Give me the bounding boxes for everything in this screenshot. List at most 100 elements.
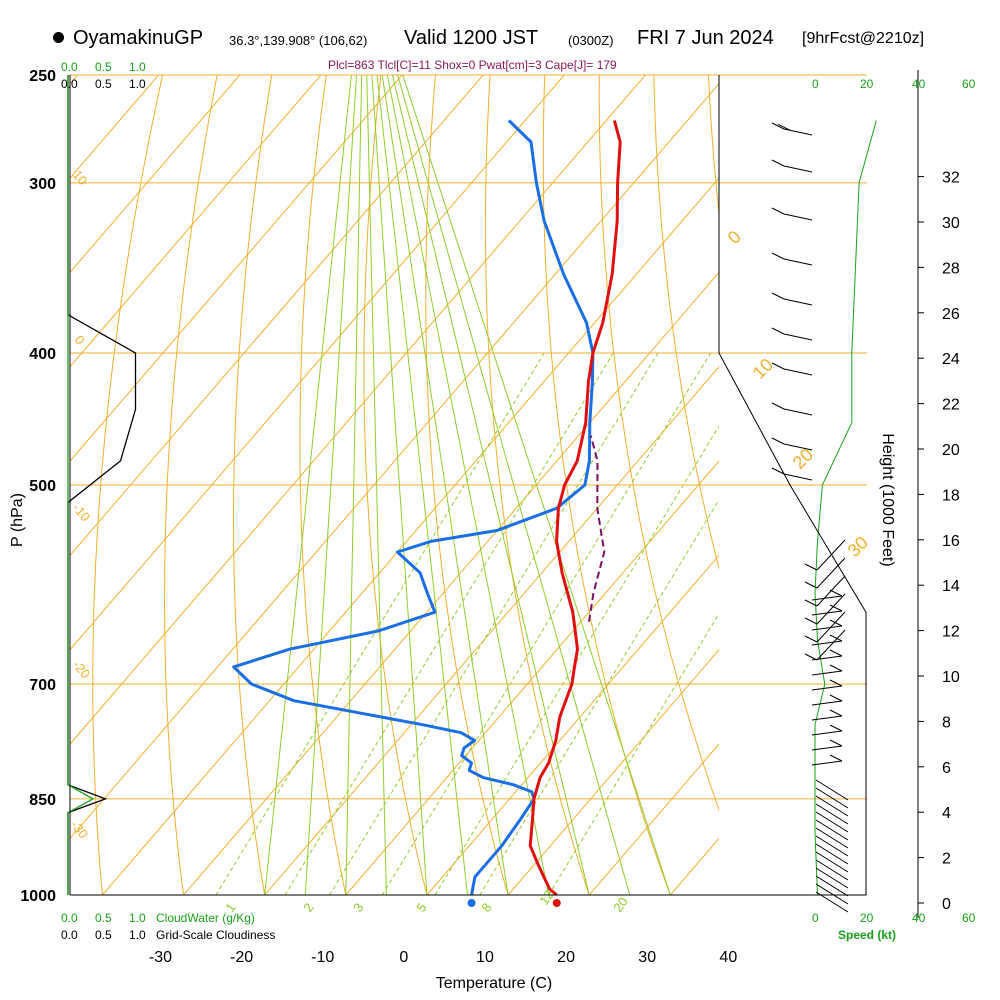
station-coords: 36.3°,139.908° (106,62) xyxy=(229,33,368,48)
bottom-cloudwater-label: CloudWater (g/Kg) xyxy=(156,911,255,925)
height-tick-label: 24 xyxy=(942,351,960,368)
wind-barb-staff xyxy=(783,258,813,266)
dry-adiabat-line xyxy=(163,75,218,895)
isotherm-label: 0 xyxy=(724,227,745,248)
x-axis-label: Temperature (C) xyxy=(436,975,552,992)
top-cloudiness-0: 0.0 xyxy=(61,77,78,91)
thermo-grid xyxy=(70,75,1000,895)
wind-barb-staff xyxy=(811,670,843,676)
height-tick-label: 10 xyxy=(942,669,960,686)
valid-time: Valid 1200 JST xyxy=(404,27,539,49)
wind-barb-flag xyxy=(771,207,785,215)
forecast-date: FRI 7 Jun 2024 xyxy=(637,27,774,49)
stability-params: Plcl=863 Tlcl[C]=11 Shox=0 Pwat[cm]=3 Ca… xyxy=(328,58,617,72)
wind-barb-staff xyxy=(815,851,849,873)
forecast-label: [9hrFcst@2210z] xyxy=(802,30,925,47)
wind-barb-flag xyxy=(771,327,785,335)
dry-adiabat-line xyxy=(927,75,1000,895)
wind-barb-staff xyxy=(815,875,849,897)
moist-adiabat-line xyxy=(264,75,352,895)
temperature-tick-label: -10 xyxy=(311,949,334,966)
temperature-tick-label: 10 xyxy=(476,949,494,966)
dry-adiabat-line xyxy=(982,75,1000,895)
dry-adiabat-line xyxy=(485,75,590,895)
moist-adiabat-line xyxy=(366,75,387,895)
temperature-line xyxy=(528,120,622,897)
surface-dewpoint-point xyxy=(467,899,476,907)
wind-barb-flag xyxy=(771,402,785,410)
dry-adiabat-line xyxy=(425,75,509,895)
mixing-ratio-label: 8 xyxy=(478,900,494,915)
pressure-tick-label: 250 xyxy=(29,68,56,85)
top-speed-0: 0 xyxy=(812,77,819,91)
mixing-ratio-line xyxy=(548,612,719,895)
height-tick-label: 28 xyxy=(942,260,960,277)
pressure-tick-label: 300 xyxy=(29,176,56,193)
mixing-ratio-line xyxy=(215,352,545,895)
mixing-ratio-label: 5 xyxy=(413,900,429,915)
isotherm-line xyxy=(70,75,403,462)
dry-adiabat-line xyxy=(92,75,164,895)
top-speed-40: 40 xyxy=(912,77,926,91)
pressure-tick-label: 400 xyxy=(29,346,56,363)
wind-barb-staff xyxy=(811,715,843,721)
height-tick-label: 2 xyxy=(942,851,951,868)
moist-adiabat-line xyxy=(304,75,357,895)
wind-barb-staff xyxy=(815,803,849,825)
wind-barb-flag xyxy=(804,653,818,661)
top-speed-20: 20 xyxy=(860,77,874,91)
height-tick-label: 26 xyxy=(942,306,960,323)
wind-barb-flag xyxy=(829,694,843,702)
wind-barb-flag xyxy=(771,467,785,475)
mixing-ratio-line xyxy=(329,352,659,895)
dry-adiabat-line xyxy=(653,75,719,571)
mixing-ratio-line xyxy=(284,352,614,895)
wind-barb-staff xyxy=(816,557,846,589)
isotherm-line xyxy=(588,743,719,895)
bottom-cloudiness-label: Grid-Scale Cloudiness xyxy=(156,928,276,942)
bottom-cloudiness-05: 0.5 xyxy=(95,928,112,942)
wind-barb-flag xyxy=(771,292,785,300)
wind-barb-staff xyxy=(811,610,843,616)
height-tick-label: 18 xyxy=(942,487,960,504)
wind-barb-staff xyxy=(783,213,813,221)
wind-barb-staff xyxy=(811,625,843,631)
height-tick-label: 22 xyxy=(942,397,960,414)
wind-speed-line xyxy=(814,120,877,896)
wind-barb-staff xyxy=(783,368,813,376)
wind-barb-flag xyxy=(804,599,818,607)
wind-barb-staff xyxy=(811,595,843,601)
bottom-cloudiness-1: 1.0 xyxy=(129,928,146,942)
wind-barb-flag xyxy=(771,362,785,370)
bottom-cloudwater-05: 0.5 xyxy=(95,911,112,925)
isotherm-line xyxy=(426,554,719,895)
wind-barb-flag xyxy=(829,619,843,627)
wind-barb-flag xyxy=(829,739,843,747)
wind-barb-flag xyxy=(829,724,843,732)
height-tick-label: 0 xyxy=(942,896,951,913)
valid-utc: (0300Z) xyxy=(568,33,614,48)
wind-barb-staff xyxy=(811,640,843,646)
top-cloudiness-05: 0.5 xyxy=(95,77,112,91)
moist-adiabat-line xyxy=(345,75,363,895)
dry-adiabat-line xyxy=(598,75,719,812)
wind-barb-staff xyxy=(783,165,813,173)
pressure-tick-label: 850 xyxy=(29,792,56,809)
parcel-line xyxy=(588,435,606,622)
speed-axis-label: Speed (kt) xyxy=(838,928,897,942)
height-tick-label: 16 xyxy=(942,533,960,550)
wind-barb-staff xyxy=(811,745,843,751)
height-tick-label: 30 xyxy=(942,215,960,232)
wind-barb-flag xyxy=(829,589,843,597)
wind-barb-staff xyxy=(811,730,843,736)
bottom-cloudiness-0: 0.0 xyxy=(61,928,78,942)
wind-panel xyxy=(771,120,877,913)
wind-barb-staff xyxy=(815,787,849,809)
moist-adiabat-line xyxy=(381,75,509,895)
cloud-water-line xyxy=(67,75,95,895)
top-cloudwater-1: 1.0 xyxy=(129,60,146,74)
height-tick-label: 20 xyxy=(942,442,960,459)
mixing-ratio-line xyxy=(381,352,711,895)
wind-barb-staff xyxy=(816,593,846,625)
